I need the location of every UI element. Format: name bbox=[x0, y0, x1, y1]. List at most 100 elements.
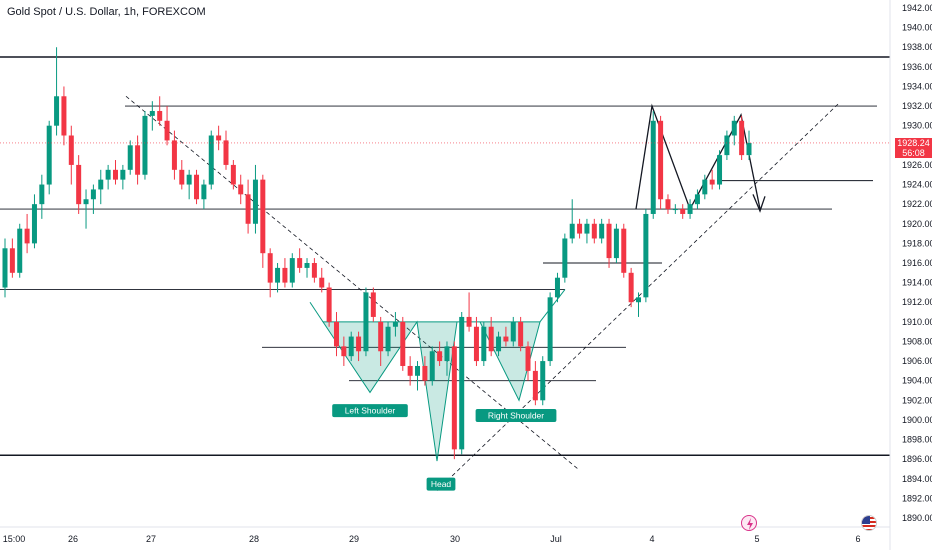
candle-body bbox=[2, 248, 8, 288]
candle-body bbox=[400, 321, 406, 366]
y-tick-label: 1896.00 bbox=[902, 454, 932, 464]
candle-body bbox=[333, 321, 339, 347]
x-tick-label: 27 bbox=[146, 534, 156, 544]
candle-body bbox=[540, 361, 546, 401]
y-tick-label: 1906.00 bbox=[902, 356, 932, 366]
candle-body bbox=[702, 179, 708, 195]
lightning-icon[interactable] bbox=[741, 515, 757, 531]
candle-body bbox=[230, 164, 236, 185]
x-tick-label: Jul bbox=[550, 534, 562, 544]
candle-body bbox=[304, 263, 310, 268]
candle-body bbox=[724, 135, 730, 156]
y-tick-label: 1926.00 bbox=[902, 160, 932, 170]
down-arrow-head bbox=[752, 194, 766, 213]
head-shoulders-pattern bbox=[322, 320, 541, 462]
candle-body bbox=[451, 346, 457, 450]
candle-body bbox=[164, 120, 170, 141]
x-tick-label: 15:00 bbox=[3, 534, 26, 544]
candle-body bbox=[422, 365, 428, 381]
y-tick-label: 1894.00 bbox=[902, 474, 932, 484]
candle-body bbox=[370, 292, 376, 317]
candle-body bbox=[591, 223, 597, 239]
y-tick-label: 1904.00 bbox=[902, 376, 932, 386]
x-tick-label: 6 bbox=[855, 534, 860, 544]
candle-body bbox=[275, 267, 281, 283]
candle-body bbox=[39, 184, 45, 205]
candle-body bbox=[473, 326, 479, 362]
candle-body bbox=[61, 96, 67, 136]
candle-body bbox=[606, 223, 612, 259]
candle-body bbox=[171, 140, 177, 170]
pattern-label-text: Right Shoulder bbox=[488, 411, 544, 421]
candle-body bbox=[24, 228, 30, 244]
candle-body bbox=[223, 140, 229, 165]
candle-body bbox=[415, 365, 421, 376]
countdown-label: 56:08 bbox=[902, 148, 925, 158]
candle-body bbox=[142, 115, 148, 175]
candle-body bbox=[407, 365, 413, 376]
candle-body bbox=[157, 110, 163, 121]
candle-body bbox=[709, 179, 715, 185]
candle-body bbox=[525, 346, 531, 371]
y-tick-label: 1922.00 bbox=[902, 199, 932, 209]
pattern-label-text: Left Shoulder bbox=[345, 406, 396, 416]
y-tick-label: 1940.00 bbox=[902, 23, 932, 33]
candle-body bbox=[46, 125, 52, 185]
candle-body bbox=[216, 135, 222, 141]
us-flag-icon[interactable] bbox=[861, 515, 877, 531]
y-tick-label: 1934.00 bbox=[902, 81, 932, 91]
y-tick-label: 1898.00 bbox=[902, 435, 932, 445]
candle-body bbox=[569, 223, 575, 239]
y-tick-label: 1942.00 bbox=[902, 3, 932, 13]
candle-body bbox=[694, 194, 700, 205]
candle-body bbox=[385, 326, 391, 352]
x-tick-label: 30 bbox=[450, 534, 460, 544]
candle-body bbox=[437, 351, 443, 362]
candle-body bbox=[127, 145, 133, 170]
candle-body bbox=[746, 142, 752, 156]
x-tick-label: 28 bbox=[249, 534, 259, 544]
y-tick-label: 1924.00 bbox=[902, 180, 932, 190]
candle-body bbox=[503, 336, 509, 342]
candle-body bbox=[297, 258, 303, 268]
candle-body bbox=[731, 120, 737, 136]
candle-body bbox=[319, 277, 325, 288]
candle-body bbox=[260, 179, 266, 254]
candle-body bbox=[31, 204, 37, 244]
candle-body bbox=[17, 228, 23, 273]
candle-body bbox=[687, 204, 693, 214]
candle-body bbox=[341, 346, 347, 357]
candle-body bbox=[643, 213, 649, 298]
pattern-label-bg bbox=[475, 409, 557, 423]
candle-body bbox=[665, 199, 671, 210]
y-tick-label: 1936.00 bbox=[902, 62, 932, 72]
candle-body bbox=[54, 96, 60, 126]
candle-body bbox=[444, 346, 450, 362]
candle-body bbox=[98, 179, 104, 190]
y-tick-label: 1902.00 bbox=[902, 395, 932, 405]
candle-body bbox=[238, 184, 244, 195]
chart-title: Gold Spot / U.S. Dollar, 1h, FOREXCOM bbox=[7, 6, 206, 18]
candle-body bbox=[392, 321, 398, 327]
y-tick-label: 1900.00 bbox=[902, 415, 932, 425]
candle-body bbox=[672, 209, 678, 211]
pattern-label-bg bbox=[332, 404, 408, 418]
candle-body bbox=[149, 110, 155, 116]
candle-body bbox=[289, 258, 295, 283]
candle-body bbox=[68, 135, 74, 165]
candle-body bbox=[518, 321, 524, 347]
candle-body bbox=[488, 326, 494, 352]
candle-body bbox=[356, 336, 362, 352]
x-tick-label: 5 bbox=[754, 534, 759, 544]
pattern-entry-line bbox=[309, 301, 324, 323]
candle-body bbox=[245, 194, 251, 224]
pattern-label-text: Head bbox=[431, 479, 452, 489]
pattern-label-bg bbox=[426, 477, 456, 491]
candle-body bbox=[252, 179, 258, 224]
y-tick-label: 1930.00 bbox=[902, 121, 932, 131]
y-tick-label: 1914.00 bbox=[902, 278, 932, 288]
candle-body bbox=[466, 316, 472, 327]
y-tick-label: 1908.00 bbox=[902, 336, 932, 346]
candle-body bbox=[112, 169, 118, 180]
